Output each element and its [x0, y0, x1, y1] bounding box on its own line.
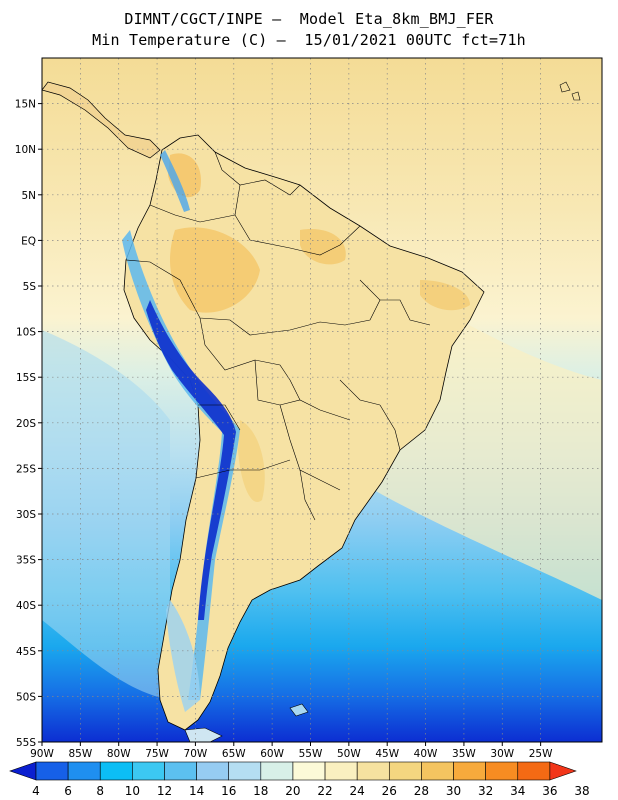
latitude-labels: 15N 10N 5N EQ 5S 10S 15S 20S 25S 30S 35S 40S 45S 50S 5…: [15, 99, 42, 749]
warm-patch-chaco: [238, 420, 265, 502]
warm-patch-west-amazon: [170, 227, 260, 313]
central-america: [42, 81, 161, 159]
colorbar-min-arrow: [9, 761, 37, 781]
longitude-label: 65W: [222, 748, 246, 760]
colorbar-level-label: 22: [317, 784, 332, 798]
colorbar-level-label: 36: [542, 784, 557, 798]
colorbar-level-label: 30: [446, 784, 461, 798]
colorbar-level-label: 16: [221, 784, 236, 798]
colorbar-level-label: 28: [414, 784, 429, 798]
warm-patch-northeast: [420, 280, 470, 311]
colorbar-swatch: [99, 761, 133, 781]
longitude-label: 30W: [490, 748, 514, 760]
colorbar-swatch: [260, 761, 294, 781]
colorbar-swatch: [164, 761, 197, 781]
longitude-label: 90W: [30, 748, 54, 760]
colorbar-level-label: 38: [574, 784, 589, 798]
longitude-label: 80W: [107, 748, 131, 760]
colorbar-level-label: 12: [157, 784, 172, 798]
latitude-label: 5S: [23, 281, 37, 293]
latitude-label: 5N: [21, 190, 36, 202]
map-frame: [41, 57, 603, 743]
colorbar-swatch: [228, 761, 262, 781]
longitude-label: 55W: [299, 748, 323, 760]
latitude-label: 10N: [15, 144, 36, 156]
colorbar-swatch: [324, 761, 358, 781]
latitude-label: 25S: [16, 463, 36, 475]
latitude-label: 55S: [16, 737, 36, 749]
latitude-label: 15S: [16, 372, 36, 384]
map-field: [42, 58, 602, 742]
colorbar-level-label: 14: [189, 784, 204, 798]
colorbar-swatch: [517, 761, 551, 781]
longitude-label: 70W: [184, 748, 208, 760]
andes-coldest-core: [146, 300, 236, 620]
colorbar-level-label: 4: [32, 784, 40, 798]
latitude-label: EQ: [21, 235, 36, 247]
colorbar-level-label: 24: [350, 784, 365, 798]
longitude-label: 50W: [337, 748, 361, 760]
latitude-label: 15N: [15, 99, 36, 111]
latitude-label: 10S: [16, 327, 36, 339]
latitude-label: 50S: [16, 691, 36, 703]
longitude-label: 75W: [145, 748, 169, 760]
patagonia-cool: [166, 600, 200, 712]
colorbar-swatch: [421, 761, 454, 781]
longitude-label: 25W: [529, 748, 553, 760]
colorbar-level-label: 6: [64, 784, 72, 798]
colorbar-level-label: 20: [285, 784, 300, 798]
longitude-label: 35W: [452, 748, 476, 760]
longitude-label: 45W: [375, 748, 399, 760]
latitude-label: 30S: [16, 509, 36, 521]
caribbean-island: [571, 91, 581, 101]
country-borders: [125, 151, 431, 521]
latitude-label: 35S: [16, 555, 36, 567]
colorbar: 4 6 8 10 12 14 16 18 20 22 24 26 28 30 32 34 36 38: [9, 761, 590, 798]
tierra-del-fuego: [184, 727, 223, 742]
colorbar-level-label: 8: [96, 784, 104, 798]
caribbean-island: [559, 81, 571, 93]
latitude-label: 20S: [16, 418, 36, 430]
andes-cold-band: [122, 230, 240, 700]
colorbar-swatch: [388, 761, 422, 781]
colorbar-swatch: [132, 761, 165, 781]
colorbar-level-label: 26: [382, 784, 397, 798]
title-line-1: DIMNT/CGCT/INPE – Model Eta_8km_BMJ_FER: [124, 10, 494, 28]
colorbar-level-label: 32: [478, 784, 493, 798]
colorbar-level-label: 34: [510, 784, 525, 798]
colorbar-swatch: [453, 761, 486, 781]
colorbar-swatch: [196, 761, 230, 781]
colorbar-max-arrow: [549, 761, 577, 781]
falkland-islands: [289, 703, 309, 717]
colorbar-swatch: [485, 761, 519, 781]
colorbar-swatch: [292, 761, 326, 781]
longitude-labels: 90W 85W 80W 75W 70W 65W 60W 55W 50W 45W 40W 35W 30W 2…: [30, 742, 553, 760]
latitude-label: 45S: [16, 646, 36, 658]
colorbar-swatch: [67, 761, 101, 781]
colorbar-swatch: [35, 761, 69, 781]
latitude-label: 40S: [16, 600, 36, 612]
title-line-2: Min Temperature (C) – 15/01/2021 00UTC f…: [92, 31, 526, 49]
warm-patch-central-amazon: [300, 229, 346, 265]
colorbar-level-label: 18: [253, 784, 268, 798]
longitude-label: 85W: [68, 748, 92, 760]
colorbar-swatch: [356, 761, 390, 781]
longitude-label: 60W: [260, 748, 284, 760]
colombia-andes-cold: [160, 150, 190, 212]
colorbar-level-label: 10: [125, 784, 140, 798]
longitude-label: 40W: [414, 748, 438, 760]
